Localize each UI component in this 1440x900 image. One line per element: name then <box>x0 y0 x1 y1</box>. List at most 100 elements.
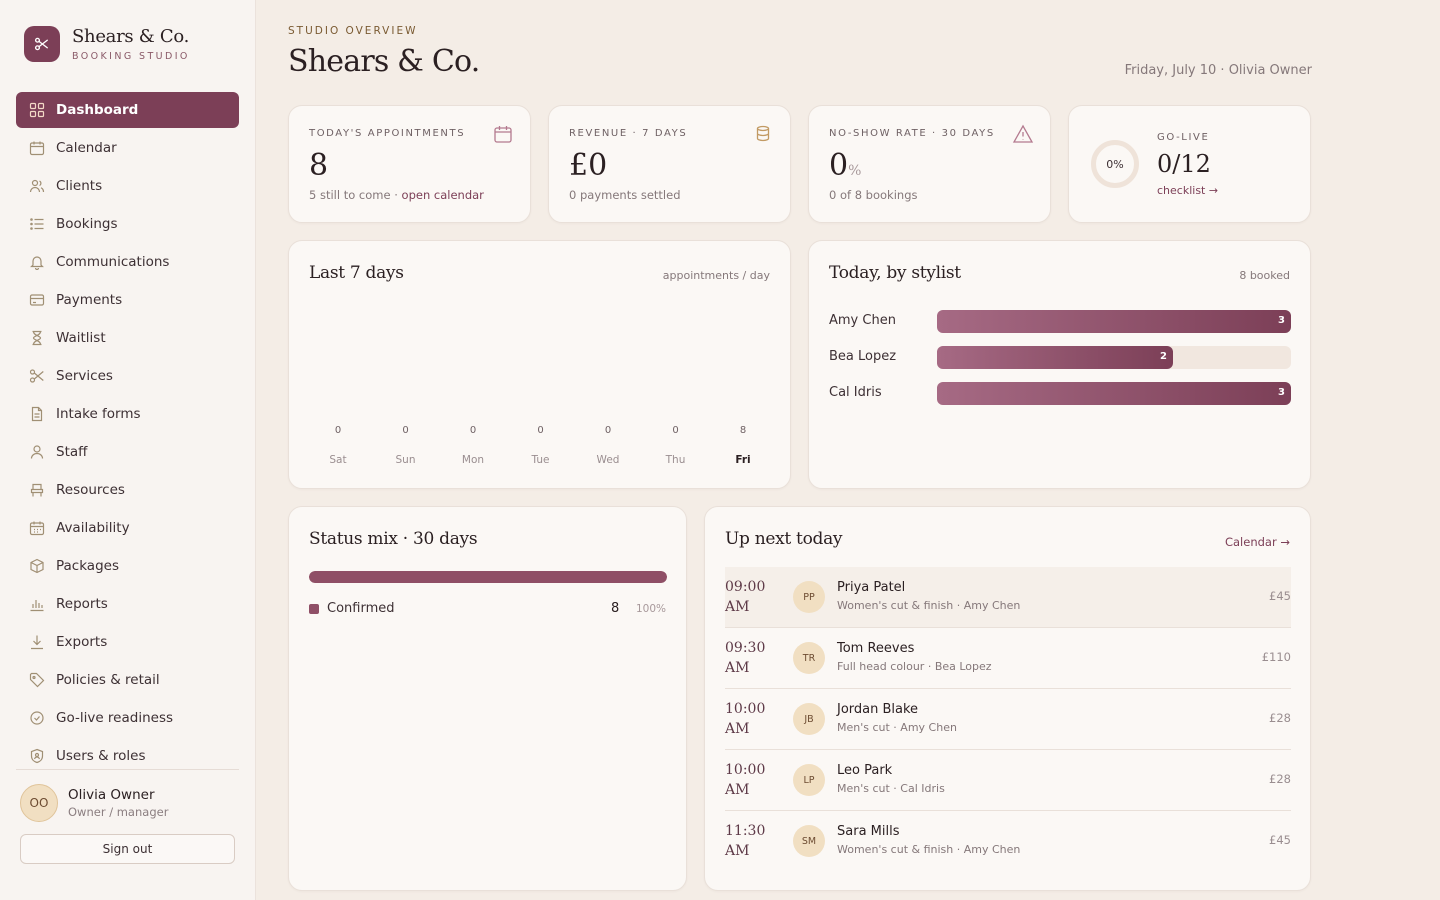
time-ampm: AM <box>725 599 750 615</box>
stylist-count: 3 <box>1278 387 1285 398</box>
appointment-time: 10:00 AM <box>725 699 785 739</box>
document-icon <box>28 405 46 423</box>
appointment-row[interactable]: 10:00 AM JB Jordan Blake Men's cut · Amy … <box>725 689 1291 750</box>
sidebar-item-exports[interactable]: Exports <box>16 624 239 660</box>
sidebar-item-services[interactable]: Services <box>16 358 239 394</box>
sidebar-item-go-live-readiness[interactable]: Go-live readiness <box>16 700 239 736</box>
bar-category-label: Sat <box>329 454 347 466</box>
appointment-row[interactable]: 10:00 AM LP Leo Park Men's cut · Cal Idri… <box>725 750 1291 811</box>
sidebar-nav: Dashboard Calendar Clients Bookings Comm… <box>16 92 239 776</box>
client-name: Sara Mills <box>837 824 900 839</box>
sidebar-item-label: Payments <box>56 292 123 308</box>
sidebar-item-label: Intake forms <box>56 406 141 422</box>
bar-category-label: Fri <box>735 454 751 466</box>
checklist-link[interactable]: checklist → <box>1157 184 1219 197</box>
last-7-days-card: Last 7 days appointments / day 0 Sat 0 Sun 0… <box>288 240 791 489</box>
hourglass-icon <box>28 329 46 347</box>
stat-card-appointments: TODAY'S APPOINTMENTS 8 5 still to come ·… <box>288 105 531 223</box>
card-title: Last 7 days <box>309 263 404 283</box>
appointment-price: £45 <box>1269 833 1291 847</box>
sidebar-item-resources[interactable]: Resources <box>16 472 239 508</box>
appointment-row[interactable]: 09:00 AM PP Priya Patel Women's cut & fin… <box>725 567 1291 628</box>
stylist-bar-fill: 3 <box>937 382 1291 405</box>
calendar-icon <box>494 126 512 143</box>
stylist-count: 3 <box>1278 315 1285 326</box>
stat-card-go-live: 0% GO-LIVE 0/12 checklist → <box>1068 105 1311 223</box>
sidebar-item-label: Resources <box>56 482 125 498</box>
sidebar-item-staff[interactable]: Staff <box>16 434 239 470</box>
avatar: PP <box>793 581 825 613</box>
sidebar-item-packages[interactable]: Packages <box>16 548 239 584</box>
sidebar-item-bookings[interactable]: Bookings <box>16 206 239 242</box>
stat-value: £0 <box>569 148 608 183</box>
sidebar-item-availability[interactable]: Availability <box>16 510 239 546</box>
sidebar-item-dashboard[interactable]: Dashboard <box>16 92 239 128</box>
user-profile[interactable]: OO Olivia Owner Owner / manager <box>20 784 168 822</box>
bar-value-label: 0 <box>672 425 679 436</box>
page-eyebrow: STUDIO OVERVIEW <box>288 25 418 37</box>
card-meta: appointments / day <box>662 269 770 282</box>
sidebar-item-calendar[interactable]: Calendar <box>16 130 239 166</box>
time-ampm: AM <box>725 660 750 676</box>
stylist-bar-fill: 2 <box>937 346 1173 369</box>
appointment-price: £45 <box>1269 589 1291 603</box>
sidebar: Shears & Co. BOOKING STUDIO Dashboard Ca… <box>0 0 256 900</box>
sidebar-item-label: Clients <box>56 178 103 194</box>
scissors-icon <box>28 367 46 385</box>
open-calendar-link[interactable]: open calendar <box>401 188 484 202</box>
stylist-card: Today, by stylist 8 booked Amy Chen 3 Be… <box>808 240 1311 489</box>
calendar-link[interactable]: Calendar → <box>1224 535 1290 549</box>
service-description: Full head colour · Bea Lopez <box>837 660 992 673</box>
service-description: Men's cut · Cal Idris <box>837 782 945 795</box>
stat-card-revenue: REVENUE · 7 DAYS £0 0 payments settled <box>548 105 791 223</box>
bell-icon <box>28 253 46 271</box>
page-title: Shears & Co. <box>288 44 480 79</box>
sidebar-item-clients[interactable]: Clients <box>16 168 239 204</box>
sidebar-item-label: Waitlist <box>56 330 106 346</box>
appointment-price: £28 <box>1269 711 1291 725</box>
sidebar-item-communications[interactable]: Communications <box>16 244 239 280</box>
sidebar-item-waitlist[interactable]: Waitlist <box>16 320 239 356</box>
sidebar-item-policies-retail[interactable]: Policies & retail <box>16 662 239 698</box>
brand[interactable]: Shears & Co. BOOKING STUDIO <box>24 26 190 62</box>
appointment-row[interactable]: 09:30 AM TR Tom Reeves Full head colour ·… <box>725 628 1291 689</box>
time-value: 11:30 <box>725 823 766 839</box>
bar-category-label: Wed <box>596 454 620 466</box>
client-name: Leo Park <box>837 763 893 778</box>
user-name: Olivia Owner <box>68 787 155 803</box>
stat-number: 0 <box>829 148 849 183</box>
sidebar-item-intake-forms[interactable]: Intake forms <box>16 396 239 432</box>
bar-category-label: Thu <box>665 454 686 466</box>
progress-ring: 0% <box>1091 140 1139 188</box>
avatar: TR <box>793 642 825 674</box>
warning-icon <box>1012 124 1034 143</box>
time-value: 10:00 <box>725 701 766 717</box>
stylist-bar: 3 <box>937 310 1291 333</box>
appointment-time: 11:30 AM <box>725 821 785 861</box>
appointment-row[interactable]: 11:30 AM SM Sara Mills Women's cut & fini… <box>725 811 1291 872</box>
avatar: LP <box>793 764 825 796</box>
bar-value-label: 0 <box>334 425 342 436</box>
status-count: 8 <box>611 601 620 616</box>
up-next-card: Up next today Calendar → 09:00 AM PP Priy… <box>704 506 1311 891</box>
stylist-name: Cal Idris <box>829 385 882 400</box>
status-mix-card: Status mix · 30 days Confirmed 8 100% <box>288 506 687 891</box>
time-value: 09:30 <box>725 640 766 656</box>
sidebar-item-label: Users & roles <box>56 748 146 764</box>
time-value: 09:00 <box>725 579 766 595</box>
status-percent: 100% <box>635 603 666 615</box>
sign-out-button[interactable]: Sign out <box>20 834 235 864</box>
time-value: 10:00 <box>725 762 766 778</box>
stat-sub: 0 of 8 bookings <box>829 188 918 202</box>
stat-unit: % <box>848 163 862 179</box>
sidebar-item-reports[interactable]: Reports <box>16 586 239 622</box>
service-description: Women's cut & finish · Amy Chen <box>837 843 1021 856</box>
sidebar-item-label: Communications <box>56 254 170 270</box>
sidebar-item-users-roles[interactable]: Users & roles <box>16 738 239 774</box>
sidebar-item-label: Packages <box>56 558 119 574</box>
time-ampm: AM <box>725 782 750 798</box>
sidebar-divider <box>16 769 239 770</box>
scissors-logo-icon <box>24 26 60 62</box>
client-name: Priya Patel <box>837 580 906 595</box>
sidebar-item-payments[interactable]: Payments <box>16 282 239 318</box>
